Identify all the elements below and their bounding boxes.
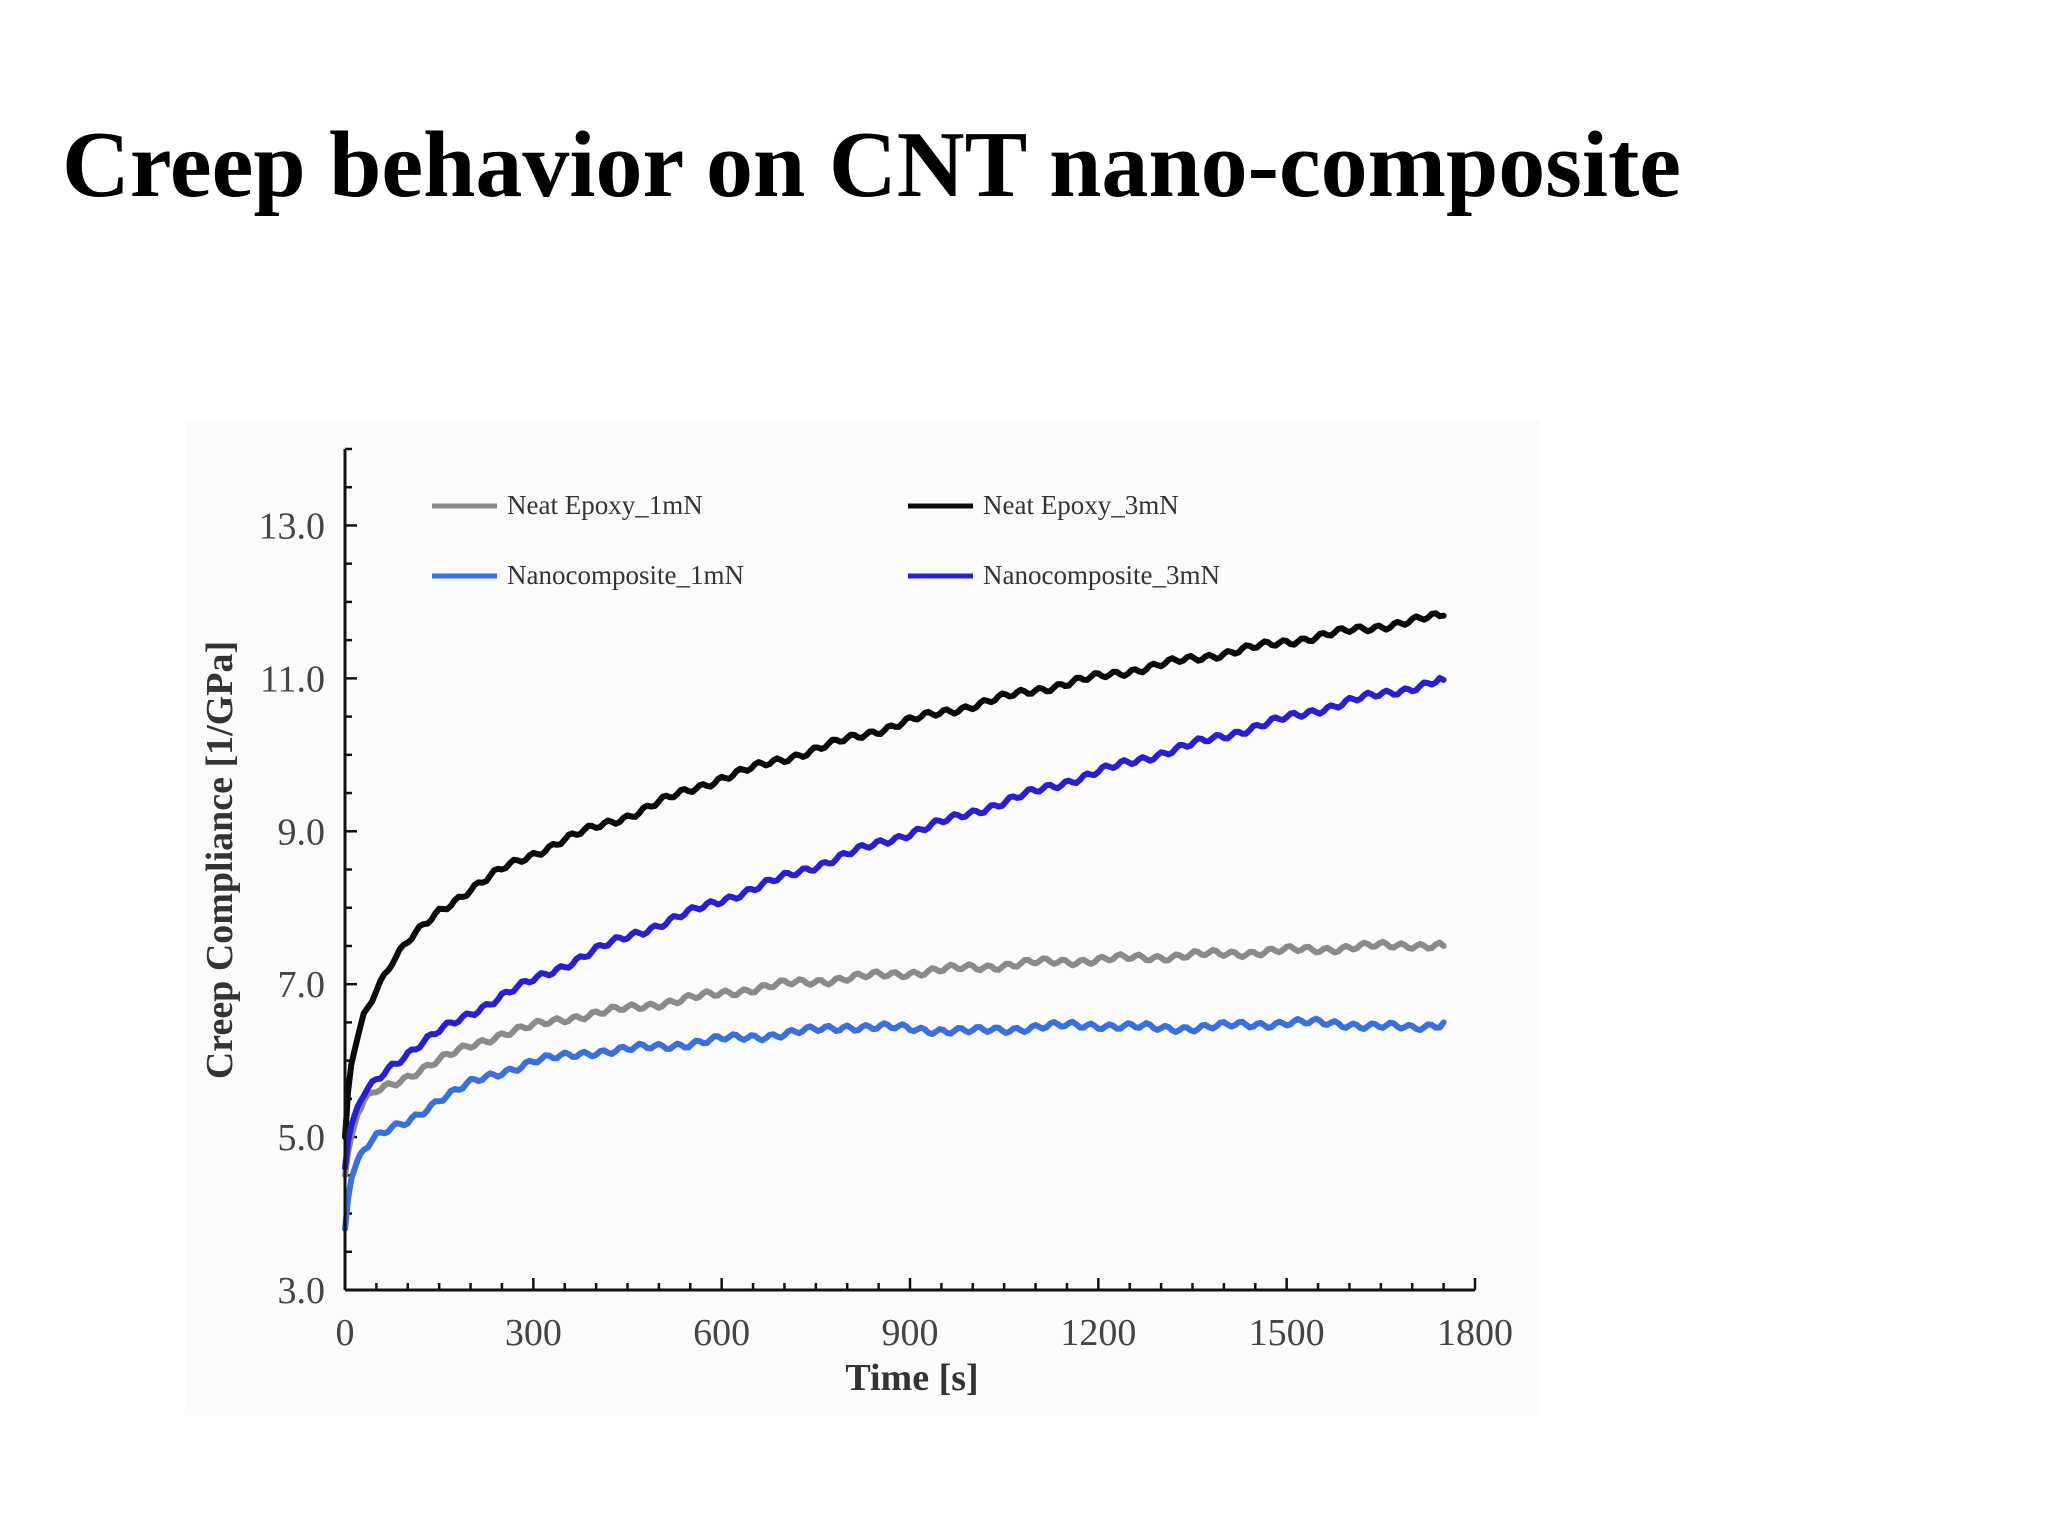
- y-tick-label: 11.0: [260, 658, 325, 700]
- series-line-neat-epoxy-1mn: [342, 938, 1447, 1179]
- legend-label: Neat Epoxy_1mN: [507, 490, 703, 520]
- y-tick-label: 3.0: [278, 1270, 326, 1312]
- y-tick-label: 9.0: [278, 811, 326, 853]
- legend-label: Neat Epoxy_3mN: [983, 490, 1179, 520]
- legend-label: Nanocomposite_1mN: [507, 560, 744, 590]
- series-line-nanocomposite-1mn: [342, 1015, 1447, 1232]
- x-tick-label: 1200: [1060, 1312, 1136, 1354]
- tick-labels: 0 300 600 900 1200 1500 1800 3.0 5.0 7.0 9.0 11.0 13…: [259, 505, 1514, 1354]
- series-line-neat-epoxy-3mn: [342, 610, 1447, 1141]
- x-tick-label: 0: [336, 1312, 355, 1354]
- x-tick-label: 1800: [1437, 1312, 1513, 1354]
- legend: Neat Epoxy_1mN Neat Epoxy_3mN Nanocomposit…: [432, 490, 1220, 590]
- y-axis-title: Creep Compliance [1/GPa]: [199, 641, 241, 1079]
- legend-label: Nanocomposite_3mN: [983, 560, 1220, 590]
- series-lines: [342, 610, 1447, 1232]
- y-tick-label: 5.0: [278, 1117, 326, 1159]
- x-tick-label: 600: [693, 1312, 750, 1354]
- x-tick-label: 1500: [1249, 1312, 1325, 1354]
- axes: [343, 449, 1475, 1292]
- x-axis-title: Time [s]: [845, 1357, 978, 1399]
- slide-title: Creep behavior on CNT nano-composite: [62, 113, 1681, 217]
- chart-panel: [185, 420, 1540, 1415]
- x-tick-label: 900: [882, 1312, 939, 1354]
- x-tick-label: 300: [505, 1312, 562, 1354]
- y-tick-label: 13.0: [259, 505, 326, 547]
- y-tick-label: 7.0: [278, 964, 326, 1006]
- series-line-nanocomposite-3mn: [342, 674, 1447, 1171]
